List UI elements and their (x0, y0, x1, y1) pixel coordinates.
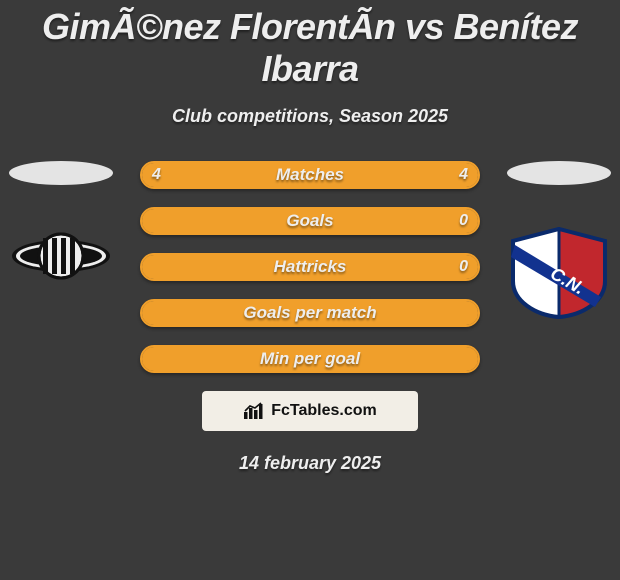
left-player-column (6, 161, 116, 285)
chart-icon (243, 402, 265, 420)
stat-row: Goals0 (140, 207, 480, 235)
watermark-label: FcTables.com (271, 402, 377, 420)
stat-rows: 4Matches4 Goals0 Hattricks0 Goals per match… (140, 161, 480, 373)
stat-value-right (428, 347, 468, 371)
right-player-head (507, 161, 611, 185)
stat-value-right (428, 301, 468, 325)
stat-value-right: 0 (428, 209, 468, 233)
watermark: FcTables.com (202, 391, 418, 431)
left-player-head (9, 161, 113, 185)
stat-row: Min per goal (140, 345, 480, 373)
stat-row: Hattricks0 (140, 253, 480, 281)
stat-value-right: 4 (428, 163, 468, 187)
footer-date: 14 february 2025 (0, 453, 620, 474)
right-club-badge: C.N. (509, 227, 609, 319)
comparison-arena: C.N. 4Matches4 Goals0 Hattricks0 Goals per … (0, 161, 620, 474)
right-player-column: C.N. (504, 161, 614, 319)
left-club-badge (11, 227, 111, 285)
stat-value-right: 0 (428, 255, 468, 279)
stat-row: 4Matches4 (140, 161, 480, 189)
page-title: GimÃ©nez FlorentÃ­n vs Benítez Ibarra (0, 0, 620, 90)
stat-row: Goals per match (140, 299, 480, 327)
subtitle: Club competitions, Season 2025 (0, 106, 620, 127)
